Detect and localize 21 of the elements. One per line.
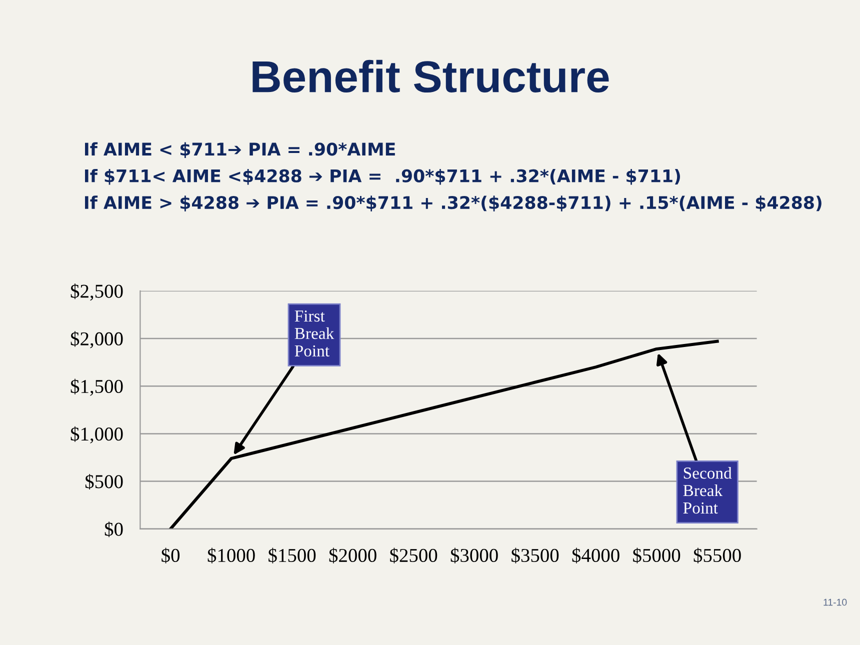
y-tick-label: $0 <box>104 522 123 538</box>
annotation: First Break Point <box>294 310 334 357</box>
x-tick-label: $1000 <box>208 548 255 564</box>
x-tick-label: $4000 <box>572 548 620 564</box>
chart-subtitle: If AIME < $711➔ PIA = .90*AIME If $711< AIME <$4288 ➔ PIA = .90*$711 + .32*(AIME - $711) If AIME > $4288 ➔ PIA = .90*$711 + .32*($4288-$711) + .15*(AIME - $4288) <box>85 142 822 212</box>
x-tick-label: $5000 <box>633 548 680 564</box>
chart-title: Benefit Structure <box>252 60 609 93</box>
x-tick-label: $3000 <box>450 548 498 564</box>
x-tick-label: $3500 <box>512 548 559 564</box>
x-tick-label: $5500 <box>694 548 741 564</box>
annotation: Second Break Point <box>683 467 732 514</box>
x-tick-label: $2500 <box>390 548 438 564</box>
y-tick-label: $2,500 <box>70 284 123 301</box>
text: 11-10 <box>824 598 847 606</box>
x-tick-label: $0 <box>162 548 180 564</box>
x-tick-label: $1500 <box>268 548 316 564</box>
y-tick-label: $1,000 <box>70 426 123 444</box>
x-tick-label: $2000 <box>329 548 376 564</box>
y-tick-label: $500 <box>85 474 123 490</box>
y-tick-label: $1,500 <box>70 378 123 396</box>
y-tick-label: $2,000 <box>70 331 123 348</box>
